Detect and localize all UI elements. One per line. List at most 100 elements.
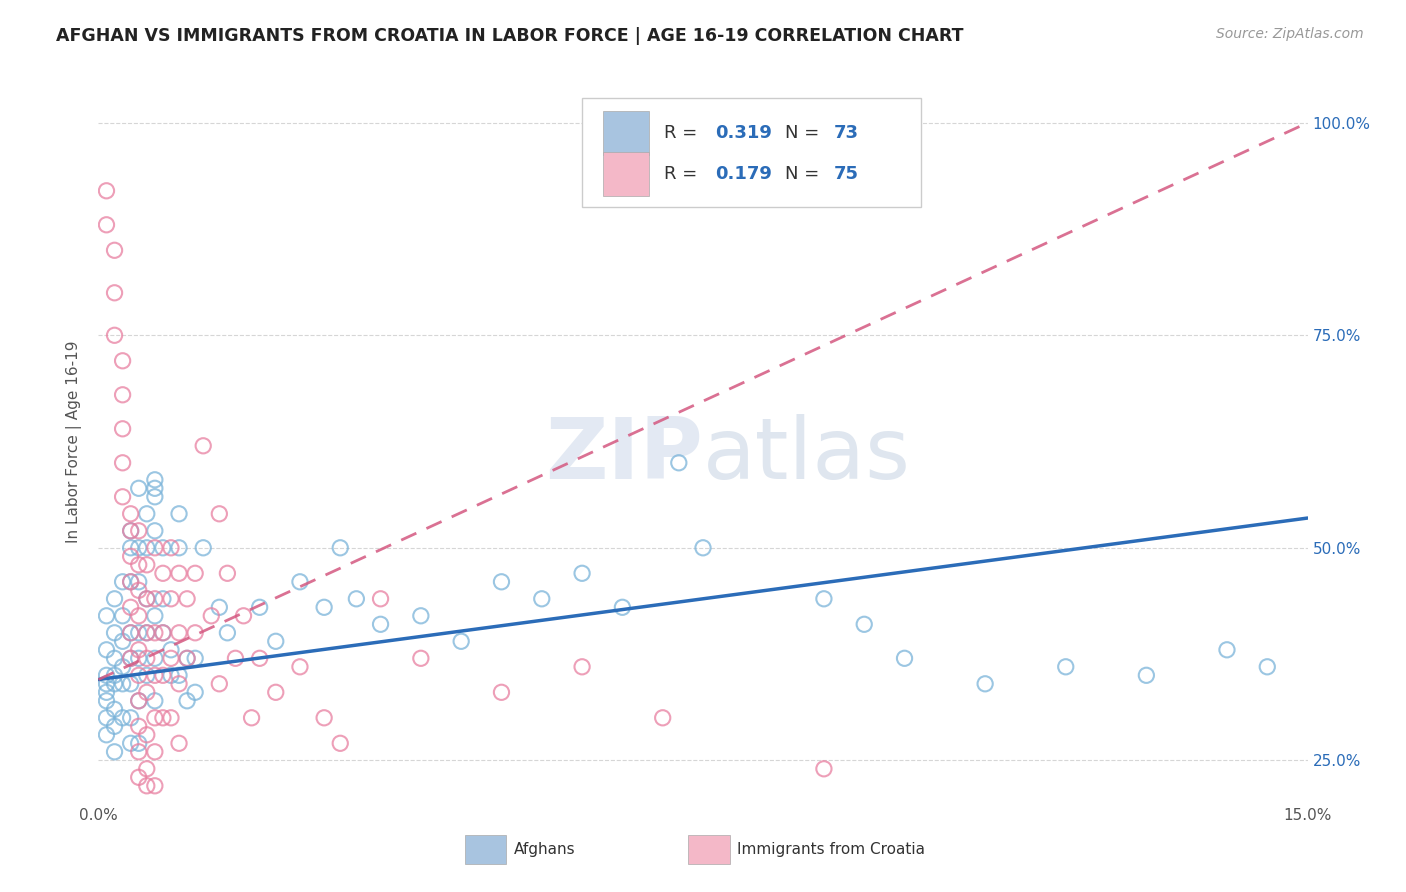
- Point: [651, 711, 673, 725]
- Point: [128, 745, 150, 759]
- Point: [103, 702, 125, 716]
- Point: [96, 218, 118, 232]
- Point: [329, 541, 352, 555]
- Point: [128, 608, 150, 623]
- Point: [288, 574, 311, 589]
- Point: [893, 651, 915, 665]
- Point: [167, 736, 190, 750]
- Point: [135, 762, 157, 776]
- Point: [143, 524, 166, 538]
- Point: [128, 558, 150, 572]
- Point: [217, 566, 239, 581]
- Point: [120, 507, 142, 521]
- Point: [96, 685, 118, 699]
- Point: [111, 677, 134, 691]
- Point: [184, 566, 207, 581]
- Point: [111, 353, 134, 368]
- Y-axis label: In Labor Force | Age 16-19: In Labor Force | Age 16-19: [66, 340, 83, 543]
- Point: [135, 558, 157, 572]
- Point: [217, 625, 239, 640]
- Point: [103, 285, 125, 300]
- Point: [200, 608, 222, 623]
- Point: [128, 541, 150, 555]
- Point: [1054, 660, 1077, 674]
- Point: [96, 642, 118, 657]
- FancyBboxPatch shape: [603, 153, 648, 196]
- Point: [103, 668, 125, 682]
- Point: [143, 473, 166, 487]
- Point: [668, 456, 690, 470]
- Point: [167, 566, 190, 581]
- Point: [143, 490, 166, 504]
- Point: [143, 694, 166, 708]
- Point: [314, 600, 336, 615]
- Point: [96, 608, 118, 623]
- Point: [128, 736, 150, 750]
- Text: 73: 73: [834, 124, 859, 142]
- Point: [120, 736, 142, 750]
- Point: [135, 779, 157, 793]
- Point: [288, 660, 311, 674]
- Point: [103, 244, 125, 258]
- Point: [329, 736, 352, 750]
- Point: [120, 574, 142, 589]
- Point: [128, 524, 150, 538]
- Point: [128, 770, 150, 784]
- Point: [208, 600, 231, 615]
- Point: [143, 745, 166, 759]
- Text: ZIP: ZIP: [546, 415, 703, 498]
- Point: [224, 651, 246, 665]
- Text: atlas: atlas: [703, 415, 911, 498]
- Point: [111, 388, 134, 402]
- Point: [167, 677, 190, 691]
- Text: 0.179: 0.179: [716, 165, 772, 183]
- Point: [152, 625, 174, 640]
- Point: [96, 728, 118, 742]
- Point: [160, 668, 183, 682]
- Point: [491, 574, 513, 589]
- Point: [111, 608, 134, 623]
- Point: [111, 574, 134, 589]
- Point: [103, 328, 125, 343]
- Point: [152, 711, 174, 725]
- Point: [974, 677, 997, 691]
- Point: [409, 608, 432, 623]
- Point: [160, 711, 183, 725]
- Point: [370, 617, 392, 632]
- Point: [135, 591, 157, 606]
- Point: [184, 651, 207, 665]
- Point: [135, 651, 157, 665]
- Point: [176, 651, 198, 665]
- Point: [128, 719, 150, 733]
- Point: [232, 608, 254, 623]
- Text: Immigrants from Croatia: Immigrants from Croatia: [737, 842, 925, 857]
- Text: R =: R =: [664, 124, 703, 142]
- Point: [120, 625, 142, 640]
- Point: [143, 711, 166, 725]
- Point: [240, 711, 263, 725]
- Point: [135, 507, 157, 521]
- Text: N =: N =: [785, 124, 825, 142]
- Point: [135, 685, 157, 699]
- Text: Source: ZipAtlas.com: Source: ZipAtlas.com: [1216, 27, 1364, 41]
- Point: [128, 481, 150, 495]
- Point: [370, 591, 392, 606]
- Point: [103, 745, 125, 759]
- Point: [120, 625, 142, 640]
- Point: [167, 507, 190, 521]
- Point: [208, 677, 231, 691]
- Point: [160, 651, 183, 665]
- Point: [143, 779, 166, 793]
- Point: [103, 651, 125, 665]
- Text: 75: 75: [834, 165, 859, 183]
- Point: [160, 591, 183, 606]
- Point: [167, 625, 190, 640]
- Point: [193, 541, 215, 555]
- Point: [160, 541, 183, 555]
- Point: [135, 728, 157, 742]
- Point: [128, 583, 150, 598]
- Point: [813, 591, 835, 606]
- Point: [96, 694, 118, 708]
- Point: [111, 422, 134, 436]
- Point: [103, 625, 125, 640]
